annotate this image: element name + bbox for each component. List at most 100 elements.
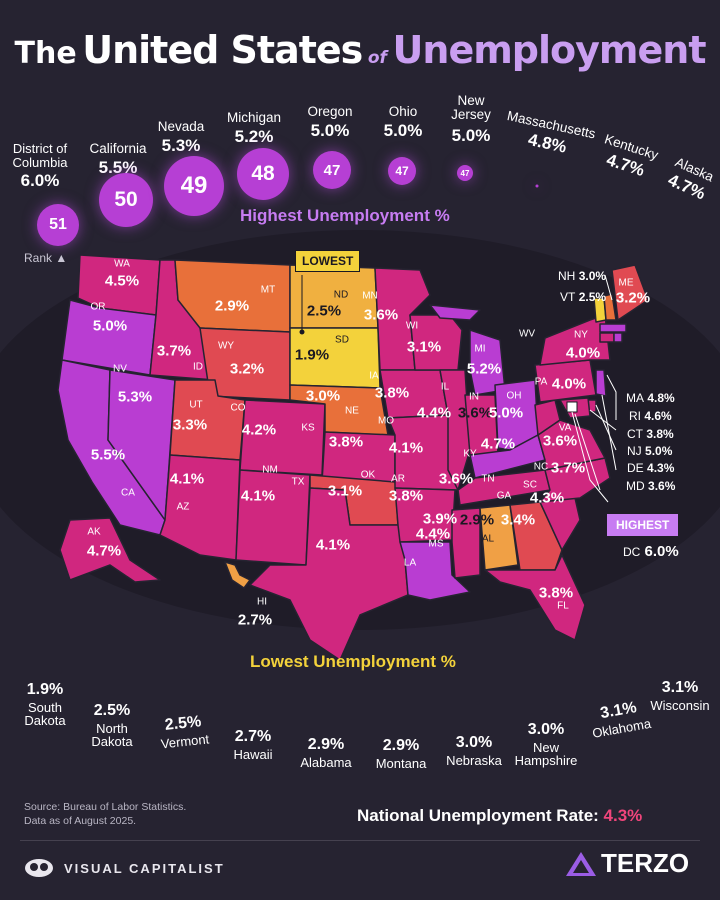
- map-value-mi: 5.2%: [466, 360, 502, 378]
- map-value-tn: 3.6%: [438, 470, 474, 488]
- map-value-ky: 4.7%: [480, 435, 516, 453]
- highest-item-california: California 5.5%: [89, 141, 147, 178]
- map-label-il: IL: [440, 381, 450, 393]
- map-value-nm: 4.1%: [240, 487, 276, 505]
- callout-ct: CT 3.8%: [627, 427, 674, 441]
- rank-bubble-nevada: 49: [164, 156, 224, 216]
- map-value-wy: 3.2%: [229, 360, 265, 378]
- map-label-ky: KY: [463, 448, 477, 460]
- lowest-item-north-dakota: 2.5% North Dakota: [91, 702, 133, 750]
- map-label-wi: WI: [405, 320, 419, 332]
- map-value-az: 4.1%: [169, 470, 205, 488]
- highest-item-michigan: Michigan 5.2%: [226, 110, 282, 147]
- map-value-wi: 3.1%: [406, 338, 442, 356]
- highest-item-oregon: Oregon 5.0%: [307, 104, 353, 141]
- map-value-tx: 4.1%: [315, 536, 351, 554]
- map-label-al: AL: [481, 533, 495, 545]
- map-value-ne: 3.0%: [305, 387, 341, 405]
- state-value: 6.0%: [20, 171, 60, 191]
- triangle-up-icon: ▲: [55, 251, 68, 265]
- map-label-nv: NV: [113, 363, 127, 375]
- map-label-wy: WY: [217, 340, 235, 352]
- map-value-me: 3.2%: [615, 289, 651, 307]
- map-label-mo: MO: [377, 415, 395, 427]
- map-value-al: 2.9%: [459, 511, 495, 529]
- map-label-wa: WA: [114, 258, 130, 270]
- lowest-item-oklahoma: 3.1% Oklahoma: [591, 699, 653, 741]
- callout-nj: NJ 5.0%: [627, 444, 673, 458]
- map-value-or: 5.0%: [92, 317, 128, 335]
- map-value-pa: 4.0%: [551, 375, 587, 393]
- rank-bubble-dc: 51: [37, 204, 79, 246]
- footer-divider: [20, 840, 700, 841]
- map-label-ak: AK: [87, 526, 101, 538]
- state-AL: [479, 504, 519, 571]
- callout-ma: MA 4.8%: [626, 391, 675, 405]
- map-value-ut: 3.3%: [172, 416, 208, 434]
- map-value-nd: 2.5%: [306, 302, 342, 320]
- map-value-hi: 2.7%: [237, 611, 273, 629]
- map-value-mn: 3.6%: [363, 306, 399, 324]
- map-value-nv: 5.3%: [117, 388, 153, 406]
- map-value-il: 4.4%: [416, 404, 452, 422]
- map-label-wv: WV: [518, 328, 536, 340]
- state-name: District of Columbia: [12, 141, 68, 170]
- map-value-ks: 3.8%: [328, 433, 364, 451]
- visual-capitalist-logo: VISUAL CAPITALIST: [24, 858, 225, 878]
- highest-item-nevada: Nevada 5.3%: [157, 119, 205, 156]
- map-label-ca: CA: [121, 487, 135, 499]
- lowest-tag: LOWEST: [295, 250, 361, 272]
- map-label-in: IN: [469, 391, 479, 403]
- map-value-fl: 3.8%: [538, 584, 574, 602]
- map-label-az: AZ: [176, 501, 190, 513]
- map-label-ut: UT: [189, 399, 203, 411]
- highest-item-massachusetts: Massachusetts 4.8%: [505, 108, 597, 157]
- lowest-item-alabama: 2.9% Alabama: [300, 736, 352, 770]
- ne-callout-lines: [571, 274, 617, 503]
- vc-logo-icon: [25, 859, 53, 877]
- map-label-nc: NC: [533, 461, 549, 473]
- callout-ri: RI 4.6%: [629, 409, 672, 423]
- lowest-section-title: Lowest Unemployment %: [250, 652, 456, 671]
- map-value-wa: 4.5%: [104, 272, 140, 290]
- state-CT: [599, 332, 615, 343]
- callout-nh: NH 3.0%: [558, 269, 607, 283]
- us-map: [0, 230, 720, 661]
- map-label-id: ID: [193, 361, 203, 373]
- map-label-mn: MN: [362, 290, 378, 302]
- lowest-item-new-hampshire: 3.0% New Hampshire: [514, 721, 578, 769]
- lowest-item-montana: 2.9% Montana: [375, 737, 427, 771]
- callout-md: MD 3.6%: [626, 479, 676, 493]
- map-label-ok: OK: [360, 469, 376, 481]
- map-value-ok: 3.1%: [327, 482, 363, 500]
- state-ME: [611, 264, 649, 321]
- terzo-logo-icon: [566, 851, 596, 876]
- highest-item-dc: District of Columbia 6.0%: [5, 142, 75, 190]
- map-value-in: 3.6%: [457, 404, 493, 422]
- state-AZ: [159, 454, 241, 561]
- map-value-ms: 3.9%: [422, 510, 458, 528]
- lowest-item-vermont: 2.5% Vermont: [160, 713, 210, 752]
- map-label-ms: MS: [428, 538, 444, 550]
- map-value-ia: 3.8%: [374, 384, 410, 402]
- page-title: The United States of Unemployment: [14, 28, 707, 72]
- state-AK: [59, 517, 161, 583]
- map-label-la: LA: [403, 557, 417, 569]
- map-value-ak: 4.7%: [86, 542, 122, 560]
- rank-bubble-ohio: 47: [388, 157, 416, 185]
- callout-dc: DC 6.0%: [623, 543, 679, 560]
- state-RI: [613, 332, 623, 343]
- highest-tag: HIGHEST: [607, 514, 679, 536]
- highest-item-ohio: Ohio 5.0%: [383, 104, 423, 141]
- map-value-co: 4.2%: [241, 421, 277, 439]
- map-value-la: 4.4%: [415, 525, 451, 543]
- map-label-ga: GA: [496, 490, 512, 502]
- map-label-mi: MI: [474, 343, 486, 355]
- map-label-mt: MT: [260, 284, 276, 296]
- state-MA: [599, 323, 627, 333]
- highest-item-alaska: Alaska 4.7%: [665, 154, 717, 204]
- rank-bubble-oregon: 47: [313, 151, 351, 189]
- map-value-mo: 4.1%: [388, 439, 424, 457]
- map-label-me: ME: [618, 277, 634, 289]
- map-label-nd: ND: [333, 289, 349, 301]
